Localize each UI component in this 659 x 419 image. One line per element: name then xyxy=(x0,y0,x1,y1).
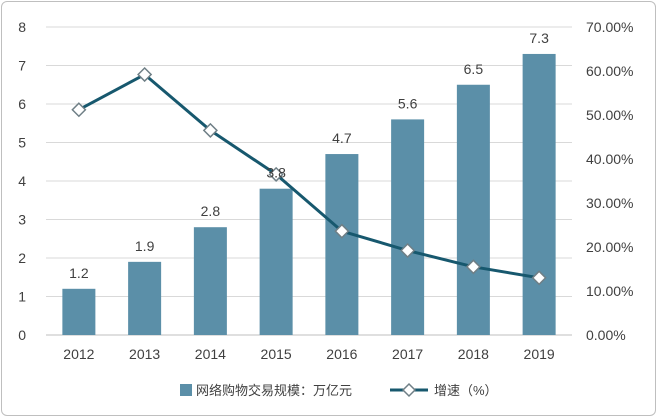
x-tick-label: 2014 xyxy=(195,346,226,362)
line-point-marker xyxy=(137,66,153,83)
bar-data-labels: 1.2 1.9 2.8 3.8 4.7 5.6 6.5 7.3 xyxy=(69,30,549,281)
left-axis-ticks: 0 1 2 3 4 5 6 7 8 xyxy=(18,19,26,343)
right-tick-label: 0.00% xyxy=(586,327,626,343)
left-tick-label: 3 xyxy=(18,212,26,228)
bar xyxy=(522,53,556,335)
right-axis-ticks: 0.00% 10.00% 20.00% 30.00% 40.00% 50.00% 60.00… xyxy=(586,19,633,343)
line-point-marker xyxy=(400,242,416,259)
right-tick-label: 20.00% xyxy=(586,239,633,255)
bar-value-label: 1.9 xyxy=(135,238,155,254)
legend: 网络购物交易规模：万亿元 增速（%） xyxy=(180,382,498,398)
x-tick-label: 2013 xyxy=(129,346,160,362)
bar xyxy=(193,227,227,335)
bar xyxy=(456,84,490,335)
x-tick-label: 2017 xyxy=(392,346,423,362)
left-tick-label: 6 xyxy=(18,96,26,112)
bar-value-label: 5.6 xyxy=(398,95,418,111)
gridlines xyxy=(46,26,572,336)
bar-series xyxy=(62,53,556,336)
left-tick-label: 5 xyxy=(18,135,26,151)
right-tick-label: 60.00% xyxy=(586,63,633,79)
bar-value-label: 7.3 xyxy=(529,30,549,46)
left-tick-label: 4 xyxy=(18,173,26,189)
right-tick-label: 40.00% xyxy=(586,151,633,167)
line-point-marker xyxy=(465,259,481,275)
bar-value-label: 4.7 xyxy=(332,130,352,146)
bar xyxy=(325,154,359,335)
bar-value-label: 6.5 xyxy=(464,61,484,77)
x-tick-label: 2019 xyxy=(524,346,555,362)
line-series xyxy=(71,66,547,286)
left-tick-label: 0 xyxy=(18,327,26,343)
bar xyxy=(391,119,425,336)
bar-value-label: 1.2 xyxy=(69,265,89,281)
x-axis-ticks: 2012 2013 2014 2015 2016 2017 2018 2019 xyxy=(63,346,555,362)
legend-line-label: 增速（%） xyxy=(434,383,498,398)
bar xyxy=(62,288,96,335)
bar xyxy=(259,188,293,335)
legend-bar-swatch xyxy=(180,384,192,396)
x-tick-label: 2016 xyxy=(326,346,357,362)
line-point-marker xyxy=(71,102,87,118)
x-tick-label: 2012 xyxy=(63,346,94,362)
right-tick-label: 10.00% xyxy=(586,283,633,299)
legend-line-marker xyxy=(401,382,417,398)
line-point-marker xyxy=(531,270,547,286)
left-tick-label: 1 xyxy=(18,289,26,305)
growth-line xyxy=(78,73,540,280)
line-point-marker xyxy=(334,223,350,239)
bar-value-label: 3.8 xyxy=(266,165,286,181)
left-tick-label: 2 xyxy=(18,250,26,266)
line-point-marker xyxy=(268,166,284,182)
right-tick-label: 50.00% xyxy=(586,107,633,123)
bar xyxy=(128,261,162,335)
x-tick-label: 2015 xyxy=(261,346,292,362)
right-tick-label: 70.00% xyxy=(586,19,633,35)
left-tick-label: 7 xyxy=(18,58,26,74)
line-point-marker xyxy=(202,122,218,138)
x-tick-label: 2018 xyxy=(458,346,489,362)
left-tick-label: 8 xyxy=(18,19,26,35)
right-tick-label: 30.00% xyxy=(586,195,633,211)
bar-value-label: 2.8 xyxy=(201,203,221,219)
legend-bar-label: 网络购物交易规模：万亿元 xyxy=(196,383,352,398)
